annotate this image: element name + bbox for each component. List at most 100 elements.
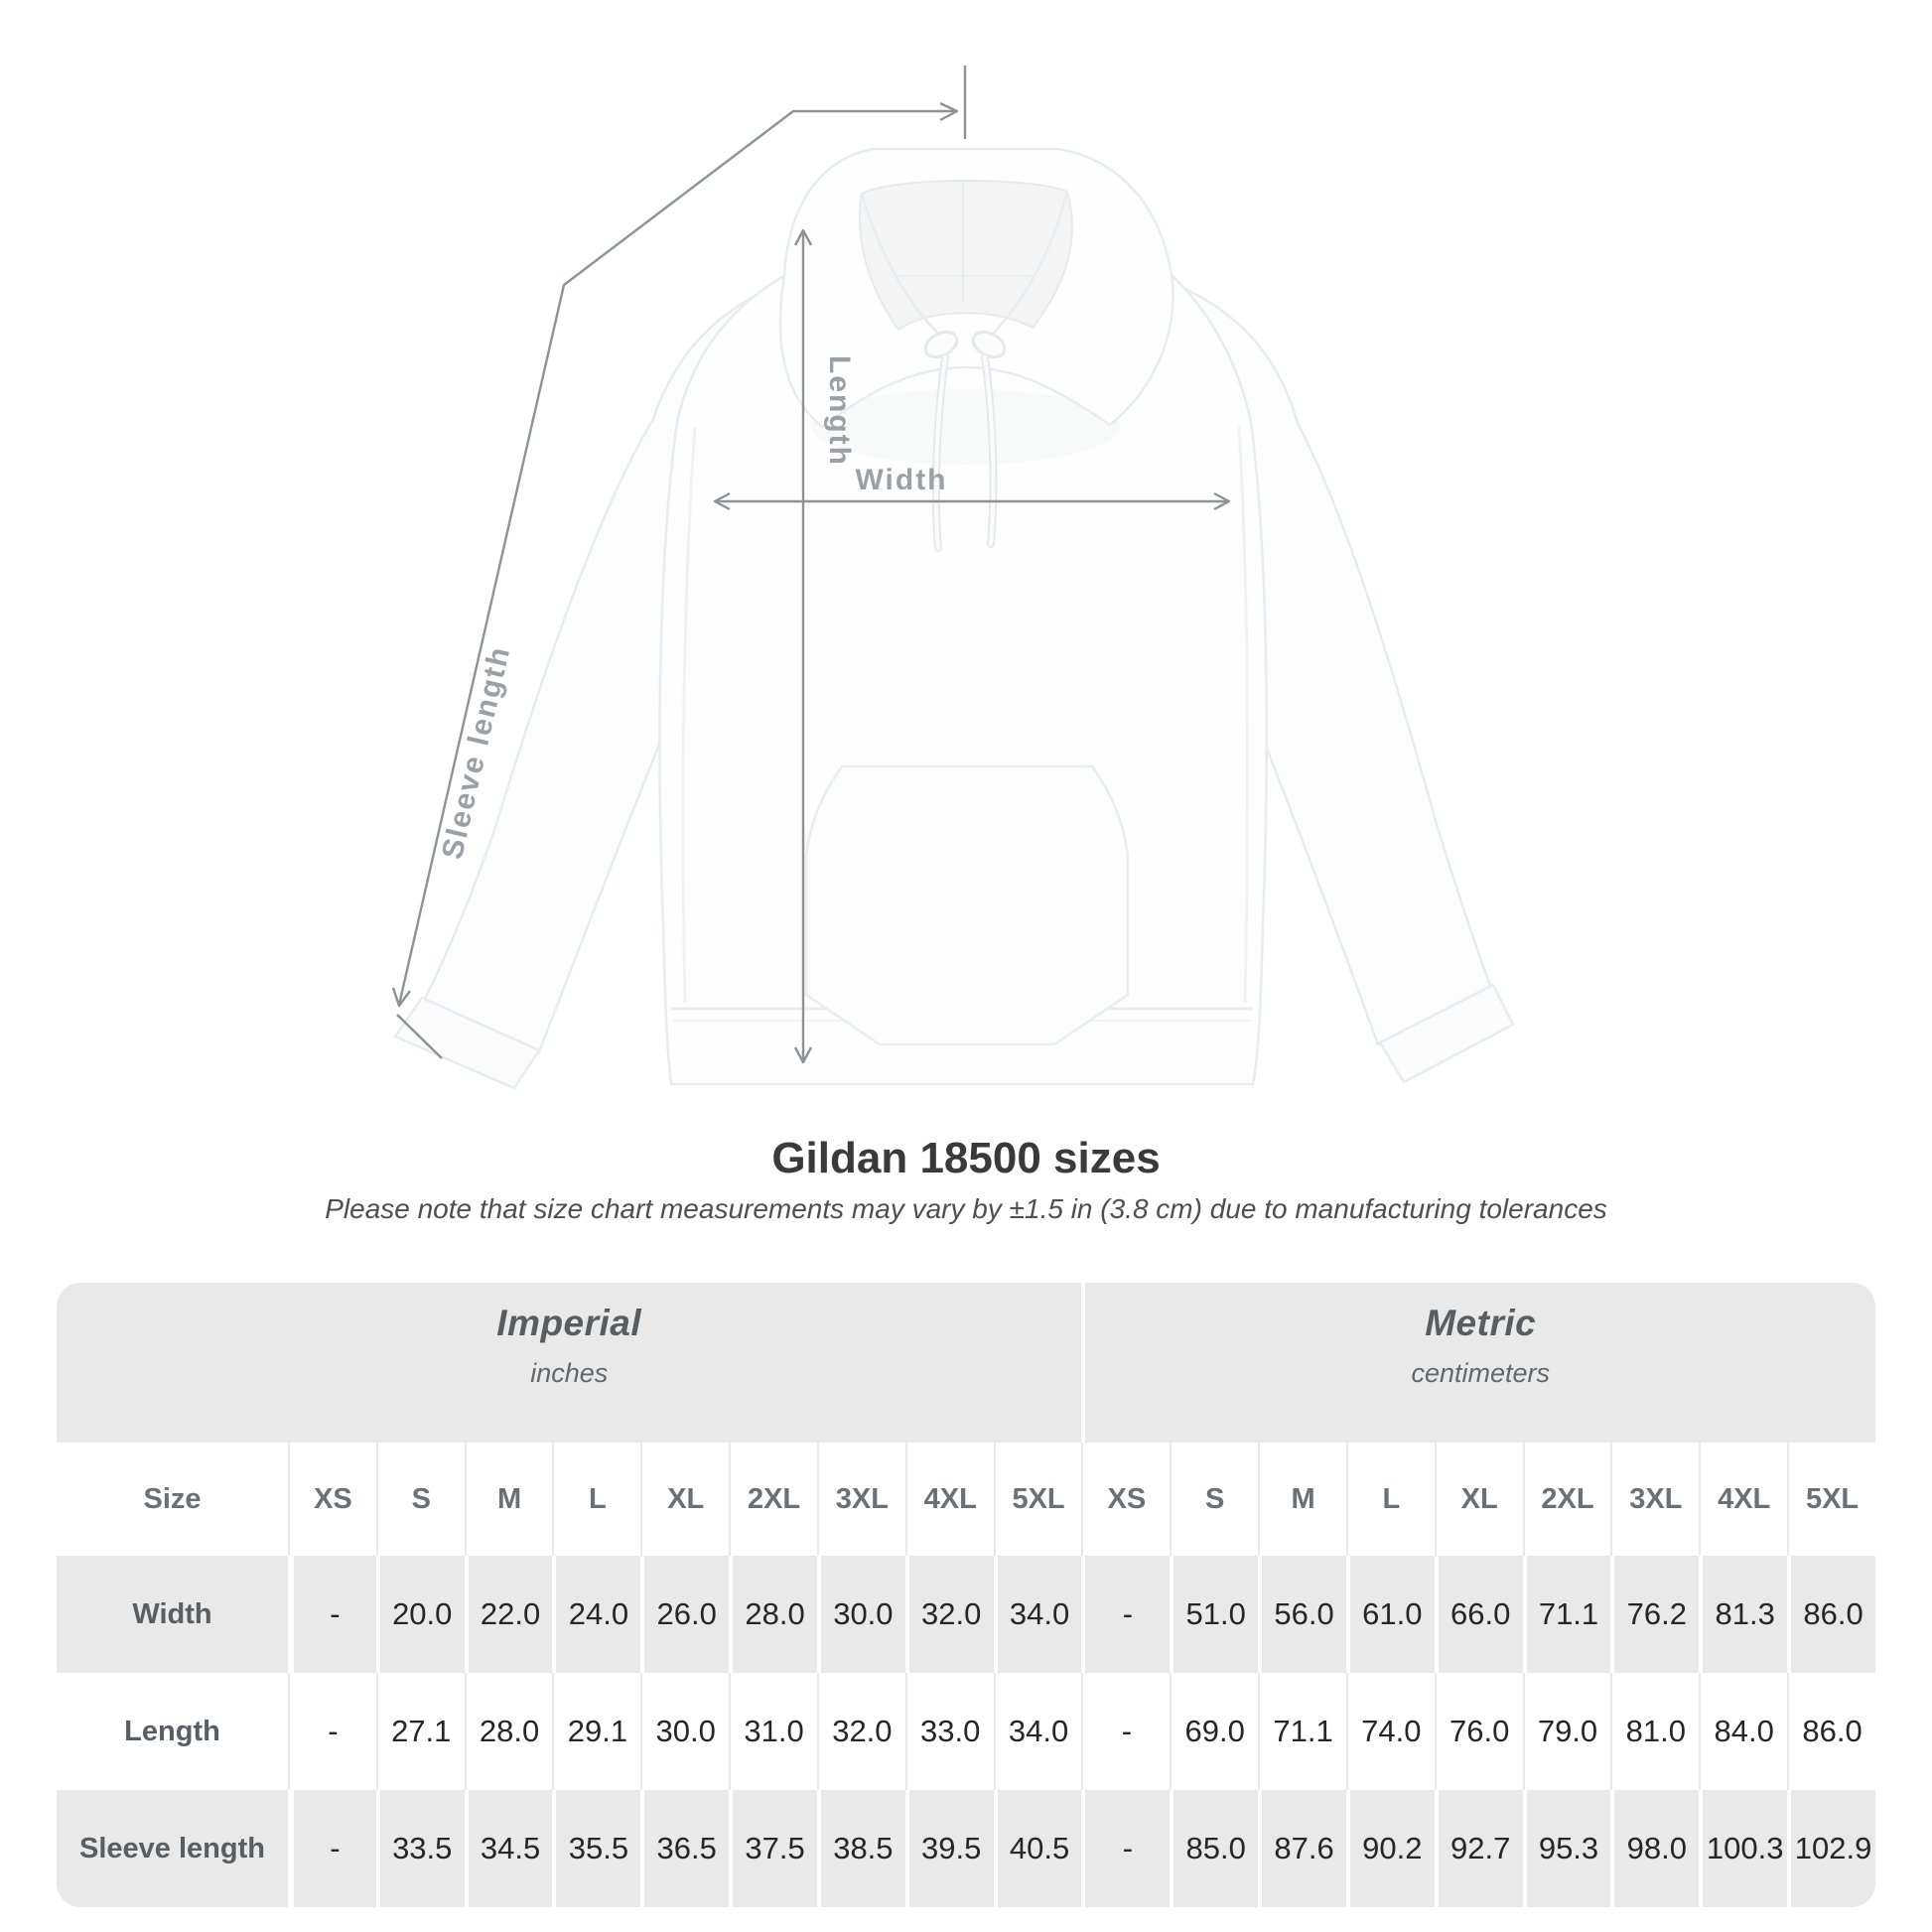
value-cell: 34.0 bbox=[993, 1556, 1082, 1673]
value-cell: 40.5 bbox=[993, 1790, 1082, 1907]
size-col: M bbox=[1258, 1443, 1346, 1556]
right-cuff bbox=[1378, 983, 1515, 1084]
value-cell: 20.0 bbox=[375, 1556, 465, 1673]
page-title: Gildan 18500 sizes bbox=[771, 1134, 1161, 1182]
left-cuff bbox=[393, 996, 541, 1090]
value-cell: 71.1 bbox=[1522, 1556, 1611, 1673]
value-cell: - bbox=[288, 1673, 376, 1790]
value-cell: 92.7 bbox=[1434, 1790, 1523, 1907]
sleeve-length-arrow bbox=[391, 66, 967, 1059]
size-col: S bbox=[1170, 1443, 1259, 1556]
length-arrow bbox=[793, 228, 813, 1064]
value-cell: 84.0 bbox=[1699, 1673, 1788, 1790]
value-cell: 30.0 bbox=[816, 1556, 905, 1673]
value-cell: 34.0 bbox=[993, 1673, 1082, 1790]
page-subtitle: Please note that size chart measurements… bbox=[325, 1193, 1607, 1224]
value-cell: 81.3 bbox=[1699, 1556, 1788, 1673]
row-label: Width bbox=[57, 1556, 288, 1673]
size-col: L bbox=[1345, 1443, 1435, 1556]
hoodie-diagram: Sleeve length Length Width bbox=[391, 66, 1515, 1090]
value-cell: 61.0 bbox=[1345, 1556, 1435, 1673]
value-cell: 98.0 bbox=[1610, 1790, 1700, 1907]
value-cell: 27.1 bbox=[375, 1673, 465, 1790]
value-cell: 81.0 bbox=[1610, 1673, 1700, 1790]
value-cell: 39.5 bbox=[904, 1790, 994, 1907]
size-header-row: Size XS S M L XL 2XL 3XL 4XL 5XL XS S M … bbox=[57, 1443, 1875, 1556]
imperial-header: Imperial inches bbox=[57, 1283, 1082, 1443]
width-row: Width - 20.0 22.0 24.0 26.0 28.0 30.0 32… bbox=[57, 1556, 1875, 1673]
hoodie-illustration bbox=[393, 147, 1515, 1090]
drawstrings bbox=[923, 330, 1007, 552]
value-cell: 100.3 bbox=[1699, 1790, 1788, 1907]
value-cell: 90.2 bbox=[1345, 1790, 1435, 1907]
value-cell: - bbox=[288, 1790, 376, 1907]
value-cell: 66.0 bbox=[1434, 1556, 1523, 1673]
size-col: 2XL bbox=[729, 1443, 817, 1556]
value-cell: 30.0 bbox=[640, 1673, 730, 1790]
value-cell: 33.0 bbox=[904, 1673, 994, 1790]
value-cell: 37.5 bbox=[729, 1790, 817, 1907]
value-cell: 86.0 bbox=[1787, 1556, 1875, 1673]
size-col: 5XL bbox=[1787, 1443, 1875, 1556]
size-col: XL bbox=[1434, 1443, 1523, 1556]
value-cell: 26.0 bbox=[640, 1556, 730, 1673]
value-cell: 95.3 bbox=[1522, 1790, 1611, 1907]
value-cell: 102.9 bbox=[1787, 1790, 1875, 1907]
value-cell: 85.0 bbox=[1170, 1790, 1259, 1907]
size-col: 5XL bbox=[993, 1443, 1082, 1556]
value-cell: - bbox=[288, 1556, 376, 1673]
kangaroo-pocket bbox=[804, 764, 1130, 1046]
size-table: Imperial inches Metric centimeters Size … bbox=[57, 1283, 1875, 1907]
value-cell: 51.0 bbox=[1170, 1556, 1259, 1673]
metric-unit: centimeters bbox=[1411, 1358, 1550, 1388]
metric-label: Metric bbox=[1425, 1303, 1537, 1343]
value-cell: 35.5 bbox=[552, 1790, 641, 1907]
row-label: Sleeve length bbox=[57, 1790, 288, 1907]
length-row: Length - 27.1 28.0 29.1 30.0 31.0 32.0 3… bbox=[57, 1673, 1875, 1790]
value-cell: 69.0 bbox=[1170, 1673, 1259, 1790]
size-col: S bbox=[375, 1443, 465, 1556]
imperial-label: Imperial bbox=[496, 1303, 642, 1343]
value-cell: 31.0 bbox=[729, 1673, 817, 1790]
value-cell: 29.1 bbox=[552, 1673, 641, 1790]
size-col: 4XL bbox=[1699, 1443, 1788, 1556]
value-cell: 28.0 bbox=[729, 1556, 817, 1673]
value-cell: 24.0 bbox=[552, 1556, 641, 1673]
value-cell: 36.5 bbox=[640, 1790, 730, 1907]
length-label: Length bbox=[823, 355, 856, 467]
size-column-title: Size bbox=[57, 1443, 288, 1556]
size-col: 2XL bbox=[1522, 1443, 1611, 1556]
value-cell: 79.0 bbox=[1522, 1673, 1611, 1790]
value-cell: 74.0 bbox=[1345, 1673, 1435, 1790]
value-cell: 34.5 bbox=[464, 1790, 553, 1907]
size-col: 4XL bbox=[904, 1443, 994, 1556]
sleeve-length-row: Sleeve length - 33.5 34.5 35.5 36.5 37.5… bbox=[57, 1790, 1875, 1907]
value-cell: 32.0 bbox=[816, 1673, 905, 1790]
value-cell: 86.0 bbox=[1787, 1673, 1875, 1790]
value-cell: 32.0 bbox=[904, 1556, 994, 1673]
size-col: XL bbox=[640, 1443, 730, 1556]
value-cell: 56.0 bbox=[1258, 1556, 1346, 1673]
size-col: 3XL bbox=[1610, 1443, 1700, 1556]
size-col: XS bbox=[1081, 1443, 1171, 1556]
value-cell: 28.0 bbox=[464, 1673, 553, 1790]
value-cell: 71.1 bbox=[1258, 1673, 1346, 1790]
row-label: Length bbox=[57, 1673, 288, 1790]
value-cell: 33.5 bbox=[375, 1790, 465, 1907]
value-cell: 87.6 bbox=[1258, 1790, 1346, 1907]
size-col: M bbox=[464, 1443, 553, 1556]
size-col: 3XL bbox=[816, 1443, 905, 1556]
value-cell: 76.2 bbox=[1610, 1556, 1700, 1673]
imperial-unit: inches bbox=[530, 1358, 609, 1388]
unit-header-row: Imperial inches Metric centimeters bbox=[57, 1283, 1875, 1443]
value-cell: - bbox=[1081, 1790, 1171, 1907]
value-cell: 22.0 bbox=[464, 1556, 553, 1673]
width-arrow bbox=[713, 491, 1231, 511]
value-cell: 38.5 bbox=[816, 1790, 905, 1907]
metric-header: Metric centimeters bbox=[1081, 1283, 1875, 1443]
size-col: L bbox=[552, 1443, 641, 1556]
width-label: Width bbox=[855, 464, 947, 496]
value-cell: 76.0 bbox=[1434, 1673, 1523, 1790]
value-cell: - bbox=[1081, 1556, 1171, 1673]
